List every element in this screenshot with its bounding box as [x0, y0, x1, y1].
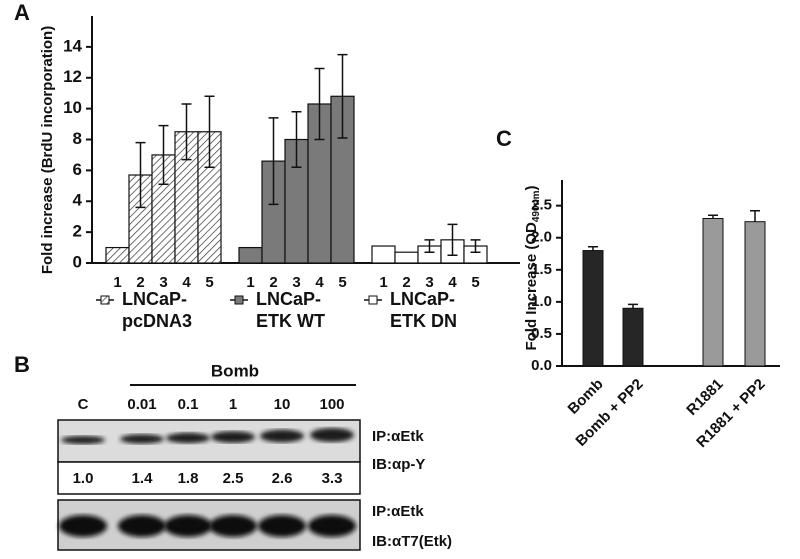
treatment-label: Bomb	[211, 361, 259, 380]
error-bar	[135, 141, 146, 209]
error-bar	[268, 117, 279, 206]
band	[120, 434, 164, 444]
x-tick-label: 2	[136, 274, 144, 291]
lane-label: 0.01	[127, 396, 156, 413]
error-bar	[628, 303, 638, 309]
band	[61, 436, 105, 444]
band	[166, 432, 210, 444]
y-label-main: Fold Increase (OD	[523, 222, 540, 351]
x-tick-label: 2	[402, 274, 410, 291]
error-bar	[158, 124, 169, 186]
blot-label: IB:αT7(Etk)	[372, 533, 452, 550]
x-tick-label: 1	[113, 274, 121, 291]
quant-value: 1.8	[178, 470, 199, 487]
y-tick-label: 1.0	[531, 293, 552, 310]
legend-label: LNCaP-pcDNA3	[122, 289, 192, 331]
bar	[702, 217, 724, 367]
y-tick-label: 2.0	[531, 229, 552, 246]
error-bar	[588, 245, 598, 251]
y-axis-label: Fold increase (BrdU incorporation)	[39, 26, 56, 274]
blot-top	[57, 419, 361, 463]
lane-label: C	[78, 396, 89, 413]
y-tick-label: 0	[73, 252, 82, 271]
blot-label: IP:αEtk	[372, 503, 424, 520]
x-tick-label: 3	[425, 274, 433, 291]
panel-letter: A	[14, 0, 30, 25]
bar	[371, 245, 396, 264]
band	[260, 429, 304, 443]
bar	[622, 307, 644, 367]
quant-value: 2.6	[272, 470, 293, 487]
quant-value: 1.4	[132, 470, 154, 487]
lane-label: 0.1	[178, 396, 199, 413]
y-tick-label: 2.5	[531, 197, 552, 214]
y-label-end: )	[523, 185, 540, 190]
y-tick-label: 8	[73, 129, 82, 148]
x-tick-label: 2	[269, 274, 277, 291]
x-tick-label: 5	[338, 274, 346, 291]
band	[209, 515, 257, 537]
error-bar	[424, 239, 435, 253]
y-label-sub: 490nm	[531, 190, 542, 222]
error-bar	[470, 239, 481, 253]
band	[308, 515, 356, 537]
error-bar	[750, 210, 760, 222]
y-tick-label: 12	[63, 67, 82, 86]
error-bar	[204, 95, 215, 169]
y-tick-label: 6	[73, 160, 82, 179]
band	[310, 428, 354, 442]
y-tick-label: 14	[63, 36, 82, 55]
x-tick-label: 3	[292, 274, 300, 291]
legend-swatch	[234, 295, 244, 305]
bar	[582, 250, 604, 367]
x-tick-label: 4	[315, 274, 324, 291]
quant-value: 2.5	[223, 470, 244, 487]
quant-value: 3.3	[322, 470, 343, 487]
error-bar	[708, 214, 718, 219]
panel-letter: C	[496, 126, 512, 151]
y-tick-label: 2	[73, 222, 82, 241]
error-bar	[447, 223, 458, 257]
error-bar	[291, 110, 302, 169]
y-tick-label: 1.5	[531, 261, 552, 278]
panel-letter: B	[14, 352, 30, 377]
x-tick-label: 5	[205, 274, 213, 291]
x-tick-label: 4	[448, 274, 457, 291]
band	[118, 515, 166, 537]
x-tick-label: 3	[159, 274, 167, 291]
quant-value: 1.0	[73, 470, 94, 487]
band	[258, 515, 306, 537]
x-tick-label: 4	[182, 274, 191, 291]
bar	[105, 246, 130, 264]
blot-label: IB:αp-Y	[372, 456, 425, 473]
legend-label: LNCaP-ETK WT	[256, 289, 325, 331]
y-tick-label: 0.5	[531, 325, 552, 342]
bar	[394, 251, 419, 264]
x-tick-label: 1	[379, 274, 387, 291]
y-tick-label: 0.0	[531, 357, 552, 374]
y-tick-label: 4	[73, 191, 83, 210]
y-tick-label: 10	[63, 98, 82, 117]
quant-box	[57, 461, 361, 495]
bar	[744, 221, 766, 367]
x-tick-label: 1	[246, 274, 254, 291]
legend-swatch	[368, 295, 378, 305]
band	[59, 515, 107, 537]
lane-label: 10	[274, 396, 291, 413]
error-bar	[181, 103, 192, 161]
legend-label: LNCaP-ETK DN	[390, 289, 457, 331]
x-tick-label: 5	[471, 274, 479, 291]
lane-label: 100	[319, 396, 344, 413]
bar	[238, 246, 263, 264]
band	[164, 515, 212, 537]
legend-swatch	[100, 295, 110, 305]
y-axis-label: Fold Increase (OD490nm)	[523, 185, 542, 350]
error-bar	[314, 67, 325, 141]
blot-label: IP:αEtk	[372, 428, 424, 445]
error-bar	[337, 53, 348, 139]
lane-label: 1	[229, 396, 237, 413]
band	[211, 431, 255, 443]
